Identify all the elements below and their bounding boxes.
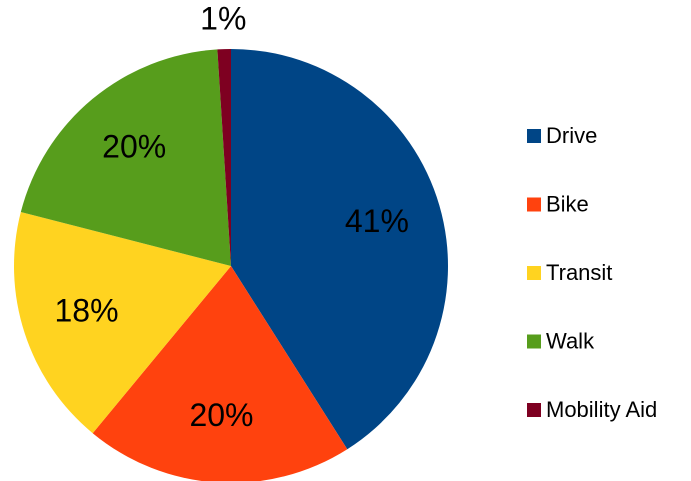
pie-slice <box>20 49 231 267</box>
data-label: 20% <box>102 128 166 164</box>
legend-swatch <box>527 334 541 349</box>
data-label: 18% <box>55 292 119 328</box>
pie <box>14 49 448 481</box>
legend-label: Mobility Aid <box>546 397 657 422</box>
data-labels: 41% 20% 18% 20% 1% <box>55 1 409 433</box>
pie-slice <box>92 266 348 481</box>
pie-slice <box>217 49 231 266</box>
legend-swatch <box>527 266 541 280</box>
data-label: 20% <box>189 397 253 433</box>
legend-swatch <box>527 129 541 143</box>
legend: Drive Bike Transit Walk Mobility Aid <box>527 123 657 422</box>
legend-label: Bike <box>546 191 589 216</box>
legend-swatch <box>527 197 541 212</box>
legend-label: Drive <box>546 123 597 148</box>
data-label: 41% <box>345 203 409 239</box>
legend-label: Transit <box>546 260 612 285</box>
data-label: 1% <box>200 1 246 37</box>
legend-label: Walk <box>546 328 595 353</box>
pie-slice <box>231 49 448 450</box>
legend-swatch <box>527 403 541 417</box>
pie-slice <box>14 212 232 434</box>
